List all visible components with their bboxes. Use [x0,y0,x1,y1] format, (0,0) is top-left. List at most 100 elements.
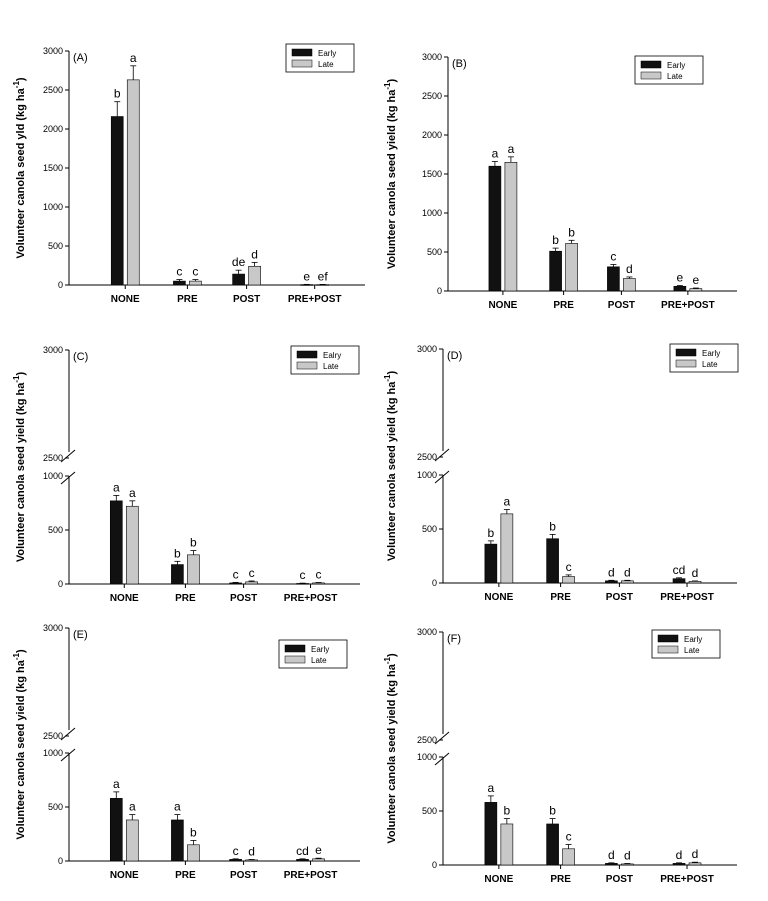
x-tick-label: POST [606,592,633,603]
axis-break-mark [60,748,76,762]
y-tick-label: 3000 [43,623,63,633]
significance-label: b [190,536,197,550]
significance-label: c [316,567,322,581]
bar-late [245,859,258,862]
y-axis-label-main: Volunteer canola seed yield (kg ha [386,381,398,561]
bar-late [623,278,636,292]
legend-swatch [284,655,306,664]
significance-label: d [626,262,633,276]
panel-label: (E) [73,629,88,641]
y-axis-label-exponent: -1 [383,82,392,90]
x-tick-label: PRE+POST [660,874,714,885]
y-tick-label: 3000 [417,627,437,637]
y-tick-label: 0 [432,578,437,588]
y-tick-label: 1500 [422,169,442,179]
significance-label: e [693,273,700,287]
bar-late [500,513,514,584]
bar-early [546,538,559,584]
axis-break-mark [434,752,450,766]
legend-swatch [675,359,697,368]
x-tick-label: POST [608,300,635,311]
bar-late [245,581,258,585]
y-tick-label: 2500 [43,85,63,95]
bar-late [688,862,702,866]
axis-break-mark [434,470,450,484]
significance-label: c [610,249,616,263]
axis-break-mark [60,449,76,463]
y-tick-label: 500 [427,247,442,257]
legend-swatch [296,361,318,370]
bar-early [296,859,309,862]
panel-label: (F) [447,633,461,645]
significance-label: e [315,843,322,857]
y-tick-label: 2500 [417,452,437,462]
y-tick-label: 1000 [422,208,442,218]
y-tick-label: 2500 [43,453,63,463]
y-axis-label: Volunteer canola seed yield (kg ha-1) [383,371,398,562]
y-tick-label: 2500 [43,731,63,741]
bar-late [504,162,518,292]
significance-label: e [677,271,684,285]
y-tick-label: 3000 [43,345,63,355]
bar-late [500,823,514,866]
panel-label: (A) [73,52,88,64]
significance-label: e [303,269,310,283]
y-axis-label-exponent: -1 [383,656,392,664]
significance-label: a [504,495,511,509]
significance-label: c [300,568,306,582]
significance-label: d [624,848,631,862]
bar-late [189,280,202,286]
bar-early [546,823,559,866]
significance-label: b [552,233,559,247]
bar-early [672,863,686,866]
x-tick-label: PRE+POST [660,592,714,603]
axis-break-mark [60,727,76,741]
bar-early [484,543,498,584]
legend-box [634,55,704,85]
x-tick-label: NONE [484,874,513,885]
bar-late [688,581,702,584]
legend-box [669,343,739,373]
panel-label: (C) [73,351,88,363]
x-tick-label: PRE+POST [284,870,338,881]
chart-panel-b: 0 500 1000 1500 2000 2500 3000 NONE a a PRE bb POST c… [383,52,737,311]
y-tick-label: 1000 [43,471,63,481]
bar-ealry [171,564,184,585]
panel-label: (D) [447,350,462,362]
y-axis-label-close: ) [386,653,398,657]
legend-box [285,43,355,73]
significance-label: a [492,147,499,161]
y-tick-label: 0 [432,860,437,870]
axis-break-mark [434,448,450,462]
y-tick-label: 3000 [417,344,437,354]
bar-early [171,819,184,862]
y-axis-label-main: Volunteer canola seed yield (kg ha [15,659,27,839]
significance-label: b [190,825,197,839]
y-tick-label: 500 [422,806,437,816]
y-axis-label-close: ) [15,372,27,376]
y-axis-label-exponent: -1 [12,375,21,383]
legend-swatch [291,59,313,68]
bar-ealry [296,583,309,585]
y-axis-label-exponent: -1 [12,81,21,89]
significance-label: d [608,848,615,862]
y-axis-label: Volunteer canola seed yield (kg ha-1) [383,653,398,844]
significance-label: a [174,800,181,814]
significance-label: b [549,804,556,818]
legend-box [651,629,721,659]
legend-swatch [296,350,318,359]
bar-late [562,576,575,584]
y-axis-label-close: ) [386,371,398,375]
y-tick-label: 2500 [417,735,437,745]
bar-early [488,165,502,292]
x-tick-label: PRE [550,592,571,603]
significance-label: d [248,844,255,858]
legend-entry: Early [318,49,336,58]
x-tick-label: PRE [553,300,574,311]
y-tick-label: 0 [58,579,63,589]
legend-entry: Ealry [323,351,341,360]
legend-entry: Early [667,61,685,70]
x-tick-label: PRE [177,294,198,305]
